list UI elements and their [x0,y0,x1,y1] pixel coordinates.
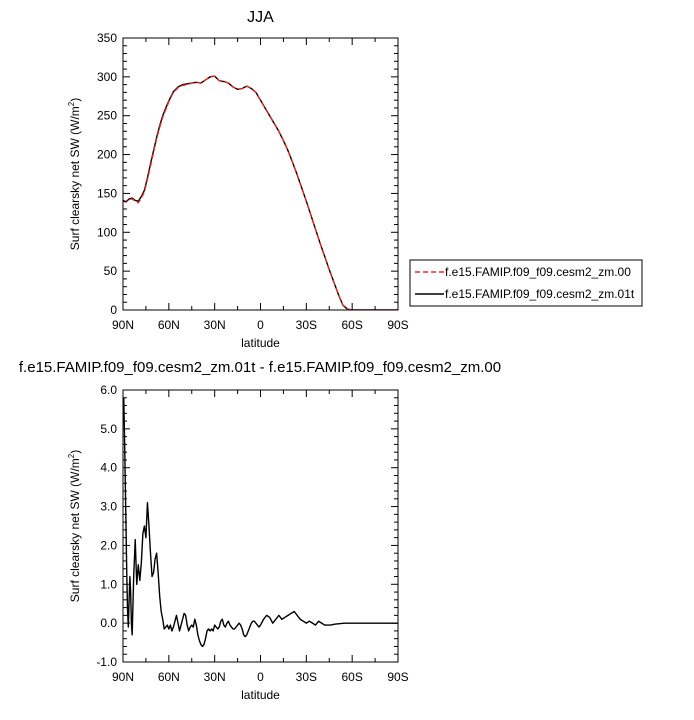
x-tick-label: 0 [257,318,264,332]
x-tick-label: 60S [341,318,362,332]
chart-panel-2: f.e15.FAMIP.f09_f09.cesm2_zm.01t - f.e15… [19,359,501,702]
legend: f.e15.FAMIP.f09_f09.cesm2_zm.00 f.e15.FAM… [409,259,643,307]
y-tick-label: 0.0 [100,616,117,630]
y-tick-label: 1.0 [100,577,117,591]
y-tick-label: 50 [104,264,118,278]
y-tick-label: 3.0 [100,500,117,514]
y-axis-label: Surf clearsky net SW (W/m2) [67,98,82,250]
series-line-1 [123,397,398,648]
x-tick-label: 0 [257,670,264,684]
series-line-1 [123,75,398,310]
x-tick-label: 90S [387,318,408,332]
y-tick-label: 150 [97,186,117,200]
y-tick-label: -1.0 [96,655,117,669]
x-tick-label: 60N [158,318,180,332]
x-tick-label: 60S [341,670,362,684]
y-axis-label: Surf clearsky net SW (W/m2) [67,450,82,602]
x-axis-label: latitude [241,336,280,350]
x-tick-label: 90N [112,670,134,684]
series-group [123,75,398,310]
y-tick-label: 250 [97,109,117,123]
y-tick-label: 200 [97,148,117,162]
y-tick-label: 6.0 [100,383,117,397]
x-tick-label: 90S [387,670,408,684]
plot-frame [122,389,399,663]
y-tick-label: 4.0 [100,461,117,475]
legend-label-2: f.e15.FAMIP.f09_f09.cesm2_zm.01t [445,287,635,301]
x-tick-label: 30N [204,318,226,332]
x-tick-label: 30S [296,670,317,684]
y-tick-label: 5.0 [100,422,117,436]
series-line-2 [123,75,398,310]
chart-panel-1: JJA 90N 60N 30N 0 30S 60S 90S 0 50 100 150 200 250 300… [67,9,643,350]
chart-title: JJA [247,9,274,26]
x-tick-label: 30N [204,670,226,684]
x-tick-label: 30S [296,318,317,332]
chart-title: f.e15.FAMIP.f09_f09.cesm2_zm.01t - f.e15… [19,359,501,376]
y-tick-label: 0 [110,303,117,317]
y-tick-label: 2.0 [100,538,117,552]
y-tick-label: 100 [97,225,117,239]
y-tick-label: 300 [97,70,117,84]
legend-label-1: f.e15.FAMIP.f09_f09.cesm2_zm.00 [445,265,631,279]
x-tick-label: 90N [112,318,134,332]
plot-frame [122,37,399,311]
series-group [123,397,398,648]
x-axis-label: latitude [241,688,280,702]
x-tick-label: 60N [158,670,180,684]
legend-box [409,259,643,307]
y-tick-label: 350 [97,31,117,45]
